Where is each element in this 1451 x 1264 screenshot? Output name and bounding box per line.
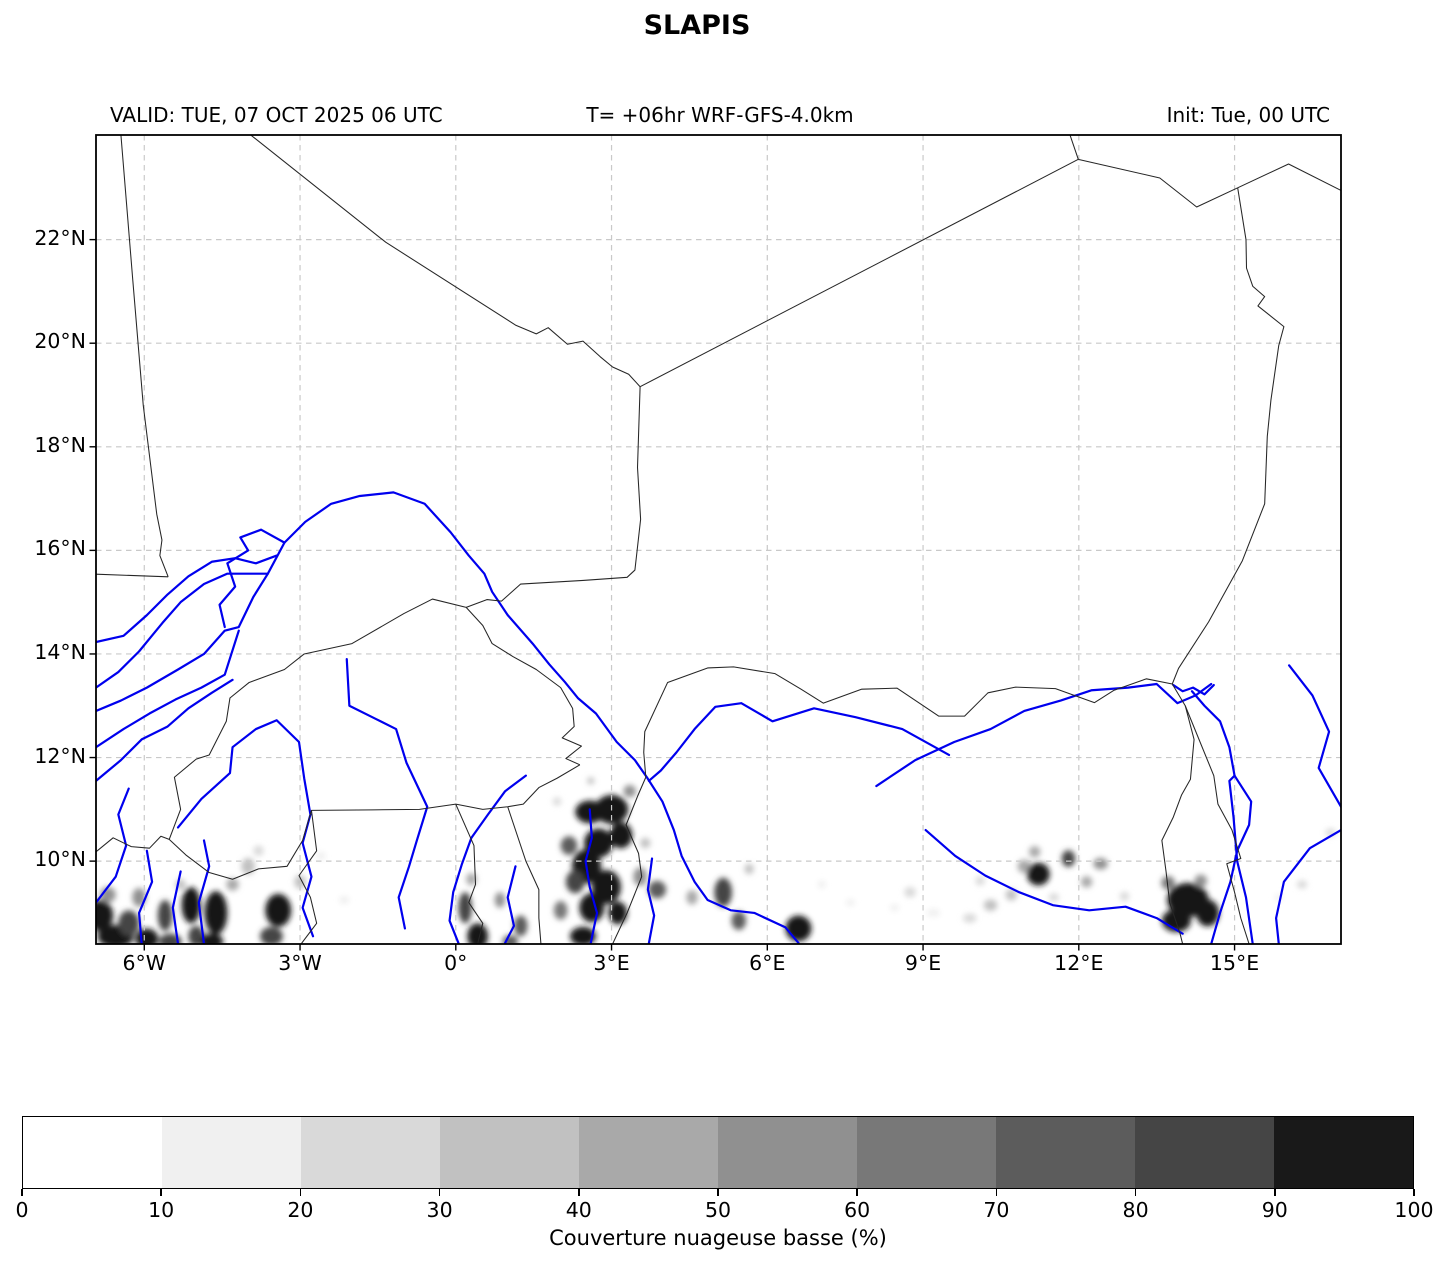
colorbar-tick [1134,1189,1137,1196]
figure-title: SLAPIS [643,10,751,41]
colorbar-tick [160,1189,162,1196]
cloud-cover-layer [96,777,1336,944]
x-axis-tick-label: 9°E [904,951,942,975]
colorbar-segment [440,1117,579,1188]
colorbar-tick-label: 90 [1261,1198,1288,1222]
y-axis-tick-label: 20°N [34,329,86,354]
colorbar [22,1116,1414,1189]
y-axis-tick-label: 10°N [34,847,86,872]
colorbar-label: Couverture nuageuse basse (%) [549,1226,887,1250]
y-axis-tick-label: 12°N [34,743,86,768]
valid-time-label: VALID: TUE, 07 OCT 2025 06 UTC [110,103,443,127]
x-axis-tick-label: 12°E [1054,951,1104,975]
colorbar-segment [579,1117,718,1188]
x-axis-tick-label: 0° [444,951,468,975]
x-axis-tick-label: 6°W [122,951,167,975]
colorbar-segment [23,1117,162,1188]
y-axis-tick-label: 22°N [34,225,86,250]
colorbar-segment [1135,1117,1274,1188]
y-axis-tick-label: 18°N [34,432,86,457]
colorbar-tick [299,1189,302,1196]
colorbar-tick [1274,1189,1276,1196]
colorbar-segment [301,1117,440,1188]
colorbar-segment [996,1117,1135,1188]
y-axis-tick-label: 16°N [34,536,86,561]
x-axis-tick-label: 6°E [749,951,786,975]
rivers-layer [96,491,1341,944]
colorbar-segment [718,1117,857,1188]
colorbar-tick [1413,1189,1415,1196]
colorbar-tick [717,1189,719,1196]
colorbar-tick [995,1189,998,1196]
colorbar-tick-label: 0 [15,1198,29,1222]
axis-ticks-layer [89,238,1236,951]
colorbar-tick-label: 10 [148,1198,175,1222]
country-borders-layer [96,135,1341,944]
colorbar-tick-label: 50 [704,1198,732,1222]
colorbar-segment [857,1117,996,1188]
colorbar-tick-label: 70 [983,1198,1010,1222]
graticule-layer [96,135,1341,944]
colorbar-tick [578,1189,580,1196]
forecast-model-label: T= +06hr WRF-GFS-4.0km [586,103,854,127]
colorbar-tick-label: 80 [1122,1198,1149,1222]
x-axis-tick-label: 15°E [1209,951,1260,975]
x-axis-tick-label: 3°W [278,951,322,975]
x-axis-tick-label: 3°E [593,951,630,975]
y-axis-tick-label: 14°N [34,639,86,664]
colorbar-tick-label: 60 [844,1198,871,1222]
colorbar-segment [162,1117,301,1188]
colorbar-tick-label: 30 [426,1198,453,1222]
colorbar-tick-label: 40 [565,1198,592,1222]
init-time-label: Init: Tue, 00 UTC [1166,103,1330,127]
colorbar-tick-label: 20 [287,1198,314,1222]
map-frame [95,134,1342,945]
colorbar-segment [1274,1117,1413,1188]
colorbar-tick [856,1189,858,1196]
colorbar-tick-label: 100 [1394,1198,1434,1222]
colorbar-tick [438,1189,441,1196]
colorbar-tick [21,1189,23,1196]
